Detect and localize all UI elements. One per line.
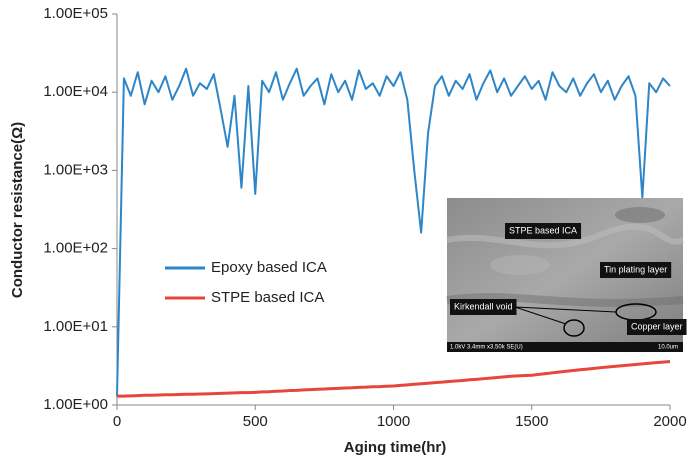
inset-label: Kirkendall void — [454, 301, 513, 311]
x-tick-label: 2000 — [653, 413, 686, 430]
x-tick-label: 1000 — [377, 413, 410, 430]
sem-texture — [446, 223, 685, 249]
inset-footer: 1.0kV 3.4mm x3.50k SE(U) — [450, 345, 523, 351]
inset-label-box — [600, 262, 672, 278]
inset-label-box — [505, 223, 582, 239]
y-tick-label: 1.00E+02 — [43, 240, 108, 257]
y-tick-label: 1.00E+03 — [43, 161, 108, 178]
x-tick-label: 500 — [243, 413, 268, 430]
sem-footer — [447, 342, 683, 352]
inset-label-box — [450, 299, 517, 315]
sem-texture — [615, 207, 665, 223]
legend-label: Epoxy based ICA — [211, 259, 327, 276]
x-tick-label: 0 — [113, 413, 121, 430]
sem-inset: STPE based ICA Tin plating layer Kirkendal… — [446, 198, 687, 352]
inset-label: Tin plating layer — [604, 264, 667, 274]
sem-texture — [446, 293, 684, 307]
x-axis-title: Aging time(hr) — [344, 439, 447, 456]
series-line — [117, 360, 671, 398]
legend-label: STPE based ICA — [211, 289, 324, 306]
series-line — [116, 67, 671, 397]
y-tick-label: 1.00E+00 — [43, 396, 108, 413]
inset-label: Copper layer — [631, 321, 683, 331]
inset-label: STPE based ICA — [509, 225, 577, 235]
inset-label-box — [627, 319, 687, 335]
sem-texture — [490, 255, 550, 275]
arrow — [514, 306, 617, 313]
inset-footer: 10.0um — [658, 345, 678, 351]
x-tick-label: 1500 — [515, 413, 548, 430]
y-tick-label: 1.00E+04 — [43, 83, 108, 100]
y-tick-label: 1.00E+01 — [43, 318, 108, 335]
y-tick-label: 1.00E+05 — [43, 5, 108, 22]
void-marker — [563, 319, 585, 337]
arrow — [514, 306, 567, 325]
y-axis-title: Conductor resistance(Ω) — [9, 122, 26, 298]
